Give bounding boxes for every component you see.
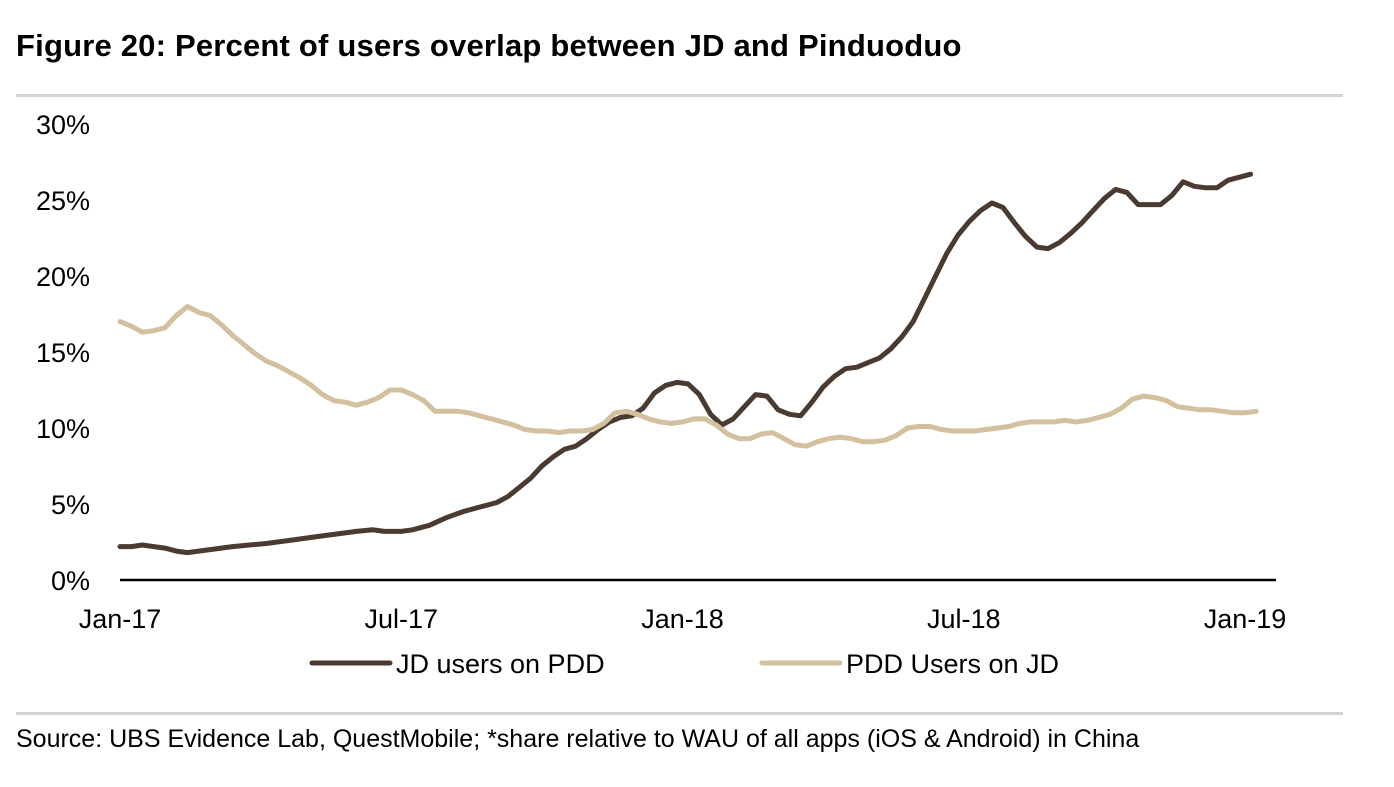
series-line-pdd-users-on-jd <box>117 303 1259 449</box>
chart-title: Figure 20: Percent of users overlap betw… <box>16 28 962 63</box>
legend-label: PDD Users on JD <box>846 649 1059 679</box>
x-tick-label: Jul-17 <box>364 604 438 634</box>
y-tick-label: 5% <box>51 490 90 520</box>
y-tick-label: 10% <box>36 414 90 444</box>
x-tick-label: Jan-17 <box>79 604 162 634</box>
series-line-jd-users-on-pdd <box>117 171 1254 556</box>
source-divider <box>16 712 1343 715</box>
y-axis-tick-labels: 0% 5% 10% 15% 20% 25% 30% <box>36 110 90 596</box>
x-tick-label: Jan-18 <box>641 604 724 634</box>
y-tick-label: 0% <box>51 566 90 596</box>
y-tick-label: 30% <box>36 110 90 140</box>
legend: JD users on PDD PDD Users on JD <box>309 649 1059 679</box>
line-chart: 0% 5% 10% 15% 20% 25% 30% Jan-17 Jul-17 Jan-18 Ju… <box>36 110 1287 679</box>
series-lines <box>117 171 1259 556</box>
legend-label: JD users on PDD <box>396 649 605 679</box>
x-tick-label: Jan-19 <box>1204 604 1287 634</box>
y-tick-label: 25% <box>36 186 90 216</box>
title-divider <box>16 94 1343 97</box>
y-tick-label: 15% <box>36 338 90 368</box>
y-tick-label: 20% <box>36 262 90 292</box>
x-axis-tick-labels: Jan-17 Jul-17 Jan-18 Jul-18 Jan-19 <box>79 604 1287 634</box>
x-tick-label: Jul-18 <box>927 604 1001 634</box>
source-note: Source: UBS Evidence Lab, QuestMobile; *… <box>16 725 1140 753</box>
